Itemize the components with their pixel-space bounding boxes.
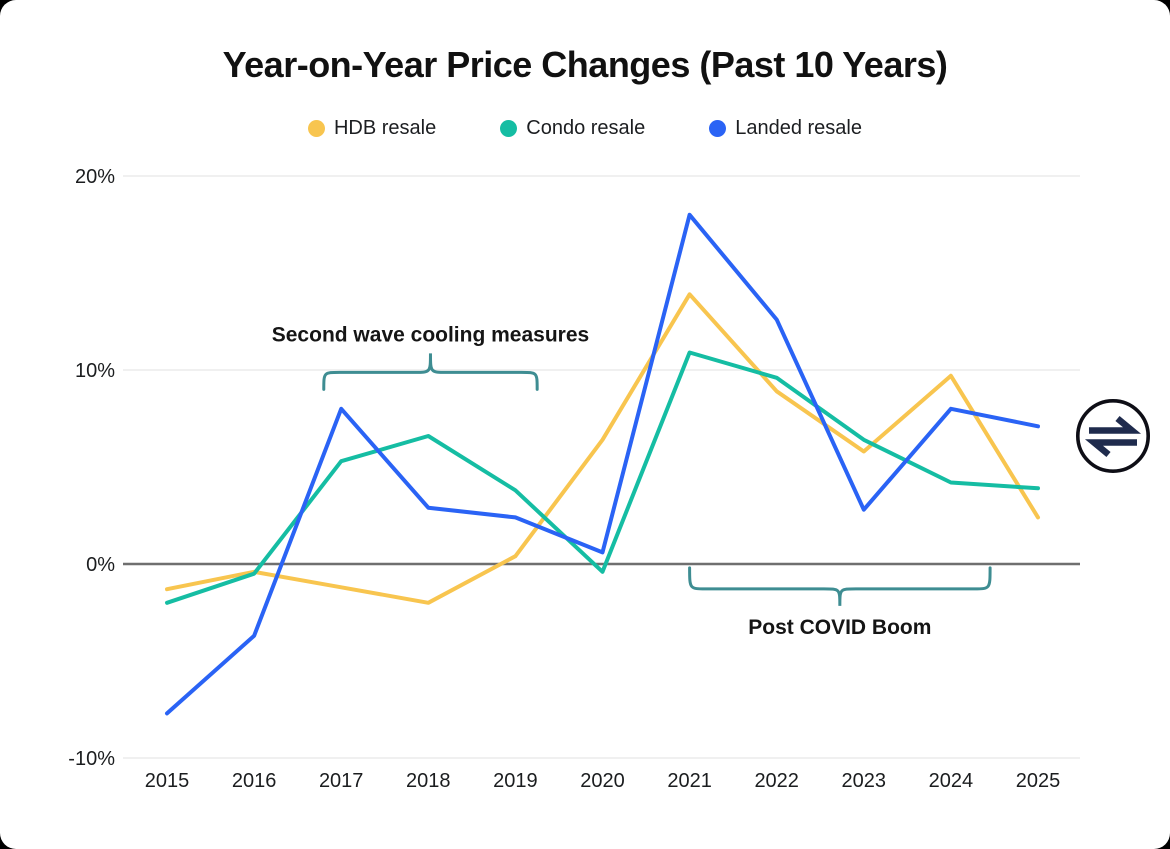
- legend-dot-hdb-icon: [307, 120, 325, 137]
- x-tick-label: 2024: [929, 770, 974, 792]
- stacked-logo: [1074, 397, 1152, 475]
- series-line-hdb-resale: [165, 292, 1040, 605]
- x-tick-label: 2016: [232, 770, 277, 792]
- x-tick-label: 2020: [580, 770, 625, 792]
- swap-arrows-icon: [1075, 398, 1151, 474]
- annotation-label: Post COVID Boom: [748, 616, 931, 639]
- y-tick-label: 10%: [75, 360, 115, 382]
- legend-item-hdb-resale: HDB resale: [307, 117, 437, 140]
- annotation-brace: [322, 353, 539, 391]
- legend-item-label: HDB resale: [333, 117, 437, 139]
- legend-item-landed-resale: Landed resale: [709, 117, 862, 140]
- annotation-label: Second wave cooling measures: [272, 323, 589, 346]
- chart-title: Year-on-Year Price Changes (Past 10 Year…: [222, 44, 948, 85]
- legend: HDB resale Condo resale Landed resale: [0, 117, 1170, 140]
- y-tick-label: -10%: [68, 748, 115, 770]
- x-tick-label: 2015: [145, 770, 190, 792]
- y-tick-label: 0%: [86, 554, 115, 576]
- x-tick-label: 2021: [667, 770, 712, 792]
- series-line-landed-resale: [165, 212, 1040, 716]
- legend-dot-condo-icon: [500, 120, 518, 137]
- x-tick-label: 2023: [842, 770, 887, 792]
- legend-item-label: Condo resale: [526, 117, 646, 139]
- legend-item-condo-resale: Condo resale: [500, 117, 645, 140]
- y-tick-label: 20%: [75, 166, 115, 188]
- legend-dot-landed-icon: [709, 120, 727, 137]
- arrow-left-icon: [1084, 439, 1137, 458]
- x-tick-label: 2018: [406, 770, 451, 792]
- logo-circle: [1075, 398, 1151, 474]
- x-tick-label: 2017: [319, 770, 364, 792]
- legend-item-label: Landed resale: [735, 117, 862, 139]
- annotation-brace: [688, 566, 992, 606]
- series-line-condo-resale: [165, 350, 1040, 605]
- x-tick-label: 2025: [1016, 770, 1061, 792]
- arrow-right-icon: [1089, 415, 1142, 434]
- x-tick-label: 2019: [493, 770, 538, 792]
- x-tick-label: 2022: [754, 770, 799, 792]
